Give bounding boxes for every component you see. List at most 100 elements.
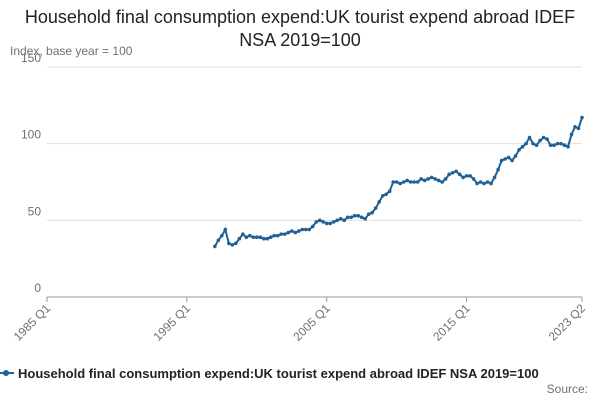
x-tick-label: 1995 Q1 — [151, 301, 194, 344]
data-point — [328, 221, 333, 226]
data-point — [331, 220, 336, 224]
data-point — [464, 174, 469, 178]
data-point — [524, 141, 528, 146]
data-point — [538, 138, 542, 143]
y-axis-label: Index, base year = 100 — [10, 44, 133, 58]
data-point — [482, 181, 486, 186]
data-point — [279, 232, 284, 236]
data-point — [282, 232, 287, 236]
data-point — [244, 235, 249, 239]
legend-label: Household final consumption expend:UK to… — [18, 366, 539, 381]
data-point — [293, 230, 298, 235]
data-point — [216, 238, 221, 243]
data-point — [248, 233, 252, 238]
x-tick-label: 2023 Q2 — [546, 301, 589, 344]
data-point — [580, 115, 584, 120]
data-point — [517, 148, 521, 152]
data-point — [485, 180, 490, 184]
data-point — [321, 220, 326, 224]
data-point — [534, 143, 539, 147]
data-point — [426, 177, 430, 181]
data-point — [335, 218, 340, 223]
data-point — [317, 218, 322, 223]
data-point — [352, 213, 357, 218]
x-tick-label: 1985 Q1 — [11, 301, 54, 344]
data-point — [363, 217, 368, 221]
data-point — [433, 177, 437, 181]
data-point — [566, 144, 570, 149]
data-point — [492, 175, 497, 180]
data-point — [366, 212, 371, 216]
data-point — [275, 233, 280, 238]
data-point — [552, 143, 556, 147]
data-point — [380, 194, 385, 198]
data-point — [527, 135, 532, 140]
data-point — [324, 221, 329, 226]
data-point — [405, 178, 409, 183]
data-point — [258, 235, 263, 239]
y-tick-label: 50 — [28, 204, 42, 218]
data-point — [401, 180, 406, 184]
data-point — [223, 227, 228, 232]
data-point — [415, 180, 420, 184]
data-point — [573, 125, 577, 129]
legend-marker — [3, 370, 9, 376]
data-point — [391, 180, 395, 184]
data-point — [520, 144, 525, 149]
data-point — [303, 227, 308, 232]
source: Source: — [547, 382, 588, 396]
data-point — [220, 233, 224, 238]
data-point — [359, 215, 364, 220]
data-point — [475, 181, 479, 186]
data-point — [541, 135, 546, 140]
data-point — [408, 180, 413, 184]
data-point — [478, 180, 483, 184]
chart-title: Household final consumption expend:UK to… — [24, 7, 576, 50]
data-point — [496, 167, 500, 172]
data-point — [447, 172, 451, 177]
data-point — [384, 192, 388, 197]
data-point — [419, 177, 423, 181]
data-point — [436, 178, 441, 183]
y-tick-label: 150 — [21, 51, 41, 65]
data-point — [471, 177, 476, 181]
y-tick-label: 0 — [34, 281, 41, 295]
data-point — [377, 200, 381, 204]
data-point — [265, 236, 270, 241]
data-point — [422, 178, 427, 183]
data-point — [289, 229, 294, 233]
data-point — [440, 180, 444, 184]
data-point — [296, 229, 301, 233]
data-point — [345, 215, 350, 220]
data-point — [213, 244, 217, 249]
data-point — [398, 181, 402, 186]
data-point — [468, 174, 472, 178]
data-point — [230, 243, 235, 247]
data-point — [510, 158, 514, 163]
data-point — [548, 143, 553, 147]
data-point — [499, 158, 504, 163]
data-point — [531, 141, 535, 146]
data-point — [227, 241, 231, 246]
data-point — [489, 181, 493, 186]
data-point — [373, 206, 378, 210]
data-point — [338, 217, 343, 221]
data-point — [394, 180, 399, 184]
data-point — [506, 155, 511, 160]
data-point — [307, 227, 312, 232]
data-point — [387, 189, 392, 193]
data-point — [457, 172, 462, 177]
data-point — [251, 235, 256, 239]
y-tick-label: 100 — [21, 128, 41, 142]
data-point — [356, 213, 361, 218]
data-point — [286, 230, 291, 235]
data-point — [503, 157, 507, 161]
data-point — [443, 177, 448, 181]
data-point — [562, 143, 567, 147]
x-tick-label: 2005 Q1 — [290, 301, 333, 344]
data-point — [310, 224, 315, 229]
data-point — [454, 169, 458, 174]
data-point — [429, 175, 434, 180]
